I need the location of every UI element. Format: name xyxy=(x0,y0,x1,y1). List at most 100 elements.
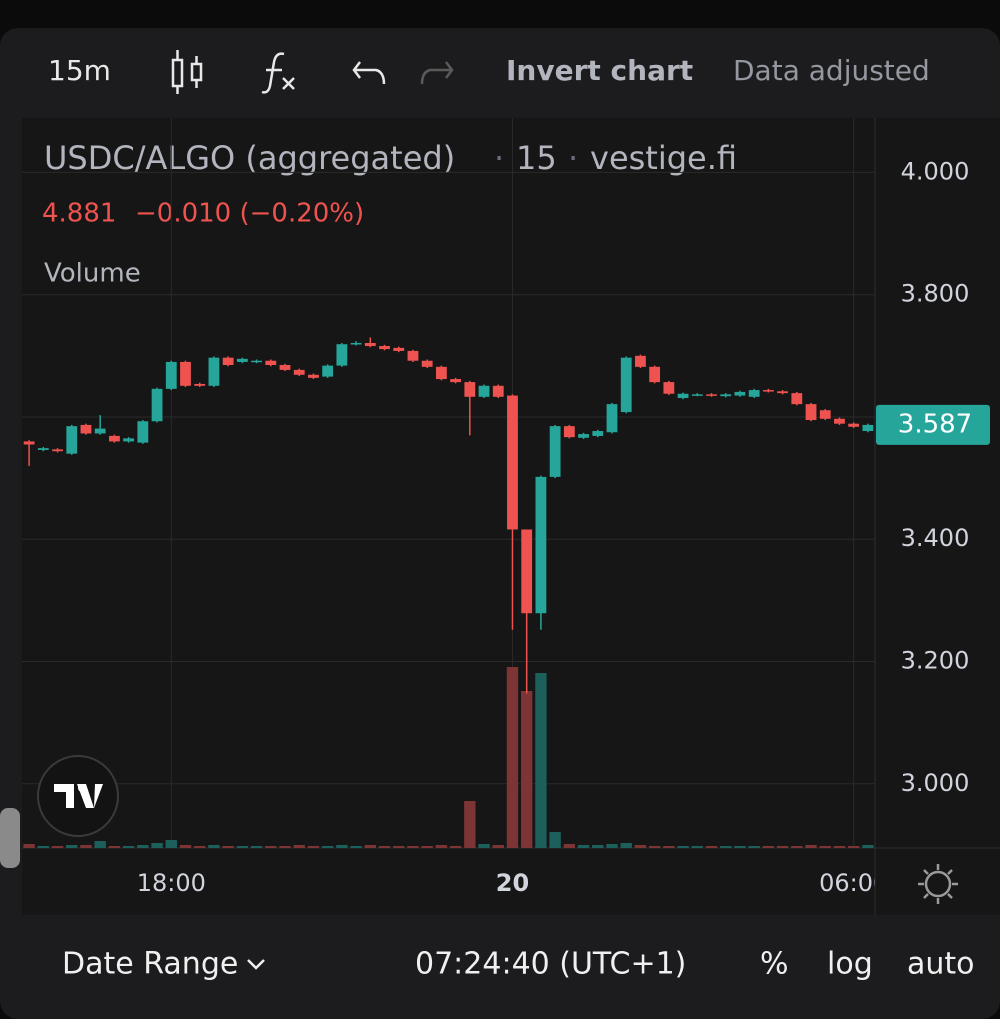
volume-bar xyxy=(80,845,92,848)
volume-bar xyxy=(847,846,860,848)
price-change: −0.010 (−0.20%) xyxy=(135,199,364,229)
date-range-button[interactable]: Date Range xyxy=(62,947,238,982)
volume-bar xyxy=(776,846,789,848)
undo-button[interactable] xyxy=(352,61,386,85)
volume-label: Volume xyxy=(44,259,141,289)
volume-bar xyxy=(194,846,206,848)
candle-body xyxy=(691,394,703,396)
volume-bar xyxy=(762,846,775,848)
volume-bar xyxy=(549,832,561,848)
candle-type-icon[interactable] xyxy=(171,50,203,94)
candle-body xyxy=(194,383,206,386)
candle-body xyxy=(563,426,575,438)
volume-bar xyxy=(222,846,234,848)
candle-body xyxy=(180,361,191,386)
candle-body xyxy=(350,342,362,345)
logo[interactable] xyxy=(37,755,119,837)
log-button[interactable]: log xyxy=(827,947,873,982)
volume-bar xyxy=(165,840,177,848)
separator: · xyxy=(568,139,578,177)
volume-bar xyxy=(449,846,462,848)
x-tick-label: 06:00 xyxy=(819,869,888,897)
auto-button[interactable]: auto xyxy=(907,947,975,982)
scrollbar[interactable] xyxy=(0,808,20,868)
y-tick-label: 3.400 xyxy=(901,524,970,552)
volume-bar xyxy=(23,844,35,848)
candle-body xyxy=(364,342,376,347)
volume-bar xyxy=(421,846,433,848)
volume-bar xyxy=(179,845,192,848)
candle-body xyxy=(450,379,462,383)
volume-bar xyxy=(378,846,391,848)
volume-bar xyxy=(634,845,647,848)
candle-body xyxy=(236,358,248,362)
volume-bar xyxy=(791,846,803,848)
volume-bar xyxy=(393,846,405,848)
volume-bar xyxy=(464,801,476,848)
candle-body xyxy=(251,360,262,363)
volume-bar xyxy=(265,846,277,848)
volume-bar xyxy=(506,667,519,848)
indicators-icon[interactable] xyxy=(261,52,295,94)
invert-chart-button[interactable]: Invert chart xyxy=(506,54,693,87)
volume-bar xyxy=(577,845,590,848)
volume-bar xyxy=(734,846,746,848)
x-tick-label: 18:00 xyxy=(137,869,206,897)
candle-body xyxy=(37,448,49,450)
candle-body xyxy=(23,441,35,445)
candle-body xyxy=(620,357,632,413)
volume-bar xyxy=(620,843,632,848)
volume-bar xyxy=(677,846,689,848)
candle-body xyxy=(109,435,120,442)
candle-body xyxy=(734,391,746,396)
candle-body xyxy=(720,394,732,397)
last-price-tag xyxy=(876,404,990,445)
candle-body xyxy=(52,449,63,452)
volume-bar xyxy=(151,843,163,848)
volume-bar xyxy=(805,845,817,848)
data-adjusted-button[interactable]: Data adjusted xyxy=(733,54,930,87)
volume-bar xyxy=(94,841,106,848)
volume-bar xyxy=(236,846,249,848)
candle-body xyxy=(151,388,163,422)
redo-button[interactable] xyxy=(420,61,454,85)
volume-bar xyxy=(833,846,846,848)
volume-bar xyxy=(492,845,504,848)
candle-body xyxy=(308,374,319,378)
candle-body xyxy=(663,382,675,394)
volume-bar xyxy=(435,845,448,848)
candle-body xyxy=(507,395,518,530)
volume-bar xyxy=(108,846,121,848)
volume-bar xyxy=(122,846,135,848)
volume-bar xyxy=(364,845,376,848)
candle-body xyxy=(706,394,717,396)
volume-bar xyxy=(705,846,718,848)
y-tick-label: 4.000 xyxy=(901,157,970,185)
candle-body xyxy=(379,346,390,350)
candle-body xyxy=(123,438,135,442)
candle-body xyxy=(819,410,831,419)
volume-bar xyxy=(37,846,50,848)
candle-body xyxy=(80,424,92,434)
y-tick-label: 3.200 xyxy=(901,647,970,675)
interval-button[interactable]: 15m xyxy=(48,54,111,87)
source: vestige.fi xyxy=(590,139,737,177)
volume-bar xyxy=(407,846,419,848)
volume-bar xyxy=(648,846,661,848)
last-price-label: 3.587 xyxy=(898,409,972,439)
resolution: 15 xyxy=(516,139,557,177)
chevron[interactable] xyxy=(247,959,265,970)
candle-body xyxy=(66,426,78,454)
volume-bar xyxy=(691,846,703,848)
candle-body xyxy=(137,421,149,443)
candle-body xyxy=(393,347,405,351)
candle-body xyxy=(94,428,106,434)
percent-button[interactable]: % xyxy=(760,947,789,982)
settings-icon[interactable] xyxy=(918,864,958,904)
candle-body xyxy=(336,344,348,366)
volume-bar xyxy=(336,845,348,848)
volume-bar xyxy=(720,846,732,848)
volume-bar xyxy=(208,845,220,848)
volume-bar xyxy=(592,845,604,848)
